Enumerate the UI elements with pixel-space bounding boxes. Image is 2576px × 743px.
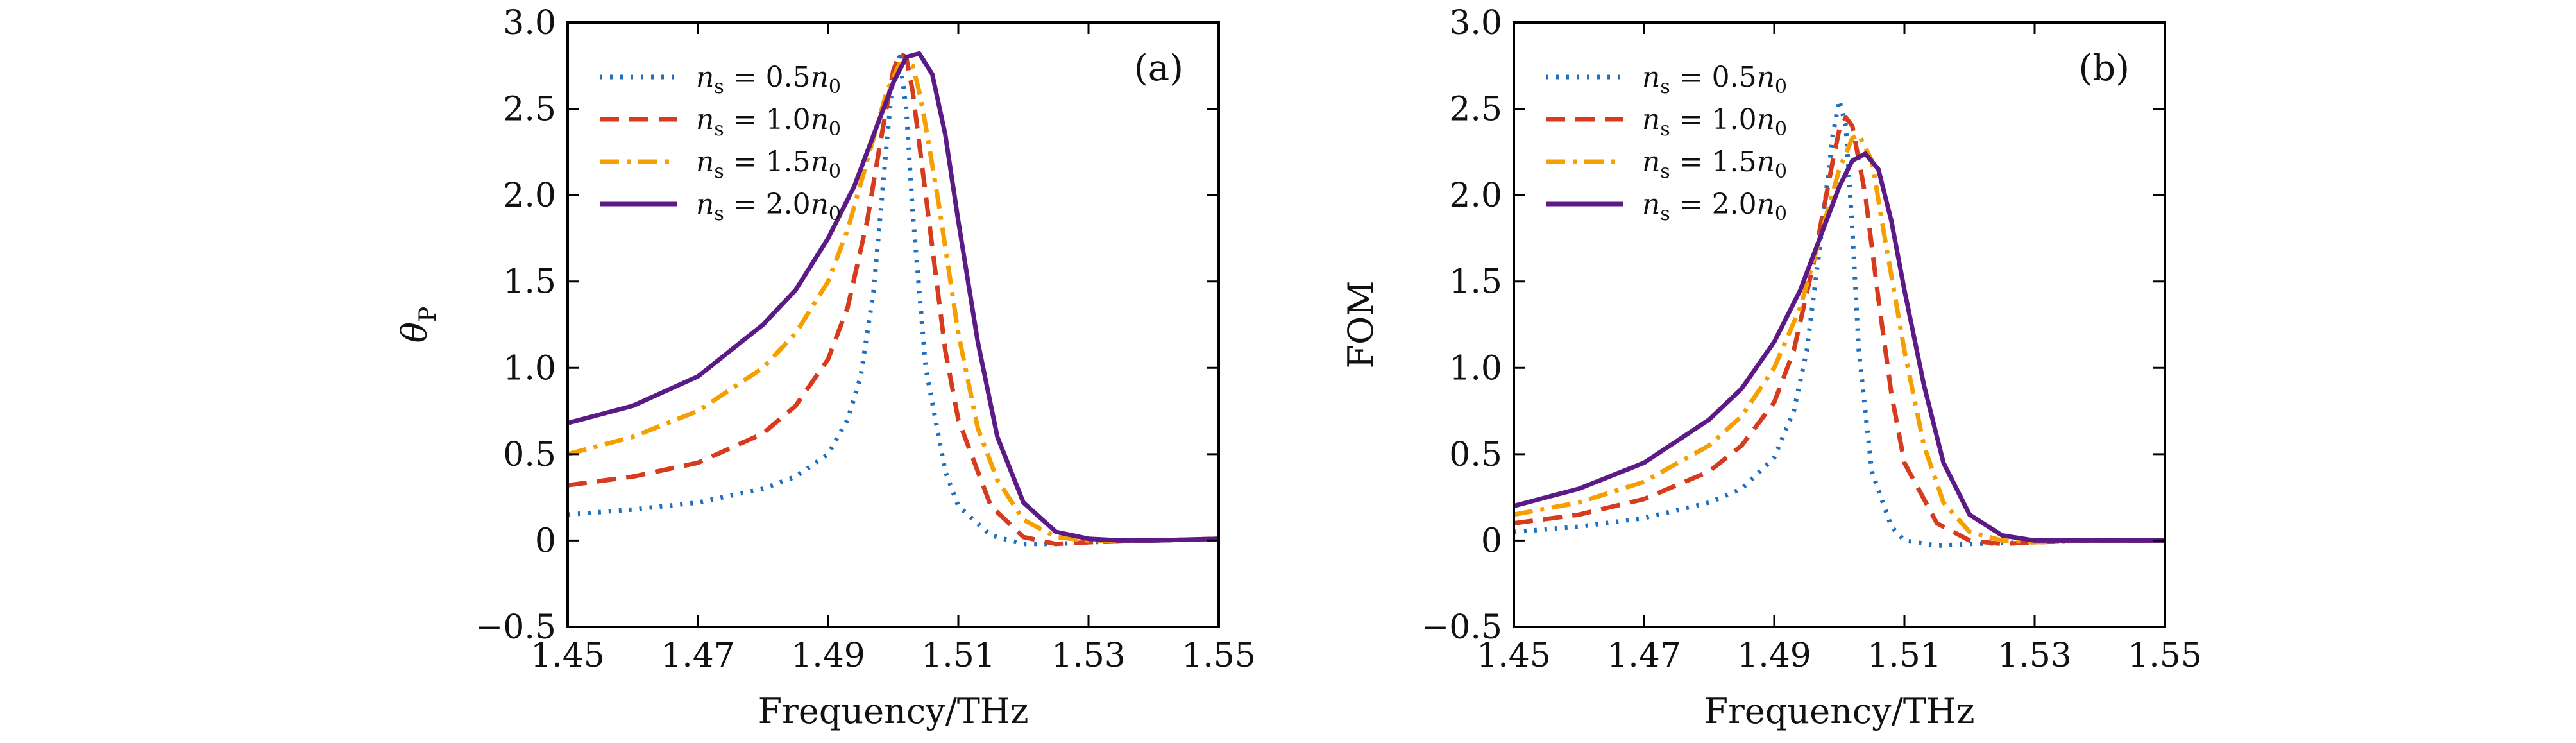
y-tick-label: 2.5 [1449,90,1502,129]
y-tick-label: −0.5 [1421,608,1502,647]
x-tick-label: 1.49 [791,636,865,675]
legend-label: ns = 2.0n0 [696,188,841,225]
plot-frame [1513,21,2166,628]
chart-panel-a: 1.45 1.47 1.49 1.51 1.53 1.55 −0.5 0 0.5 1.0 1.5 2.… [394,4,1256,731]
y-tick-label: 3.0 [503,4,556,42]
y-axis-label: θP [394,307,441,343]
x-tick-label: 1.49 [1737,636,1811,675]
y-tick-label: 0.5 [503,436,556,474]
series-line-ns-1-5 [1514,132,2165,545]
x-axis-label: Frequency/THz [1704,691,1975,731]
plot-frame [566,21,1220,628]
y-tick-label: 0 [1481,522,1502,560]
x-tick-label: 1.55 [1182,636,1256,675]
x-tick-label: 1.45 [530,636,605,675]
legend-label: ns = 0.5n0 [1642,61,1787,98]
series-line-ns-1-0 [1514,115,2165,547]
series-line-ns-2-0 [568,51,1219,543]
x-tick-label: 1.45 [1477,636,1551,675]
plot-area [1514,98,2165,548]
series-line-ns-2-0 [1514,151,2165,543]
x-tick-label: 1.51 [1867,636,1942,675]
y-tick-label: 0.5 [1449,436,1502,474]
legend-label: ns = 1.0n0 [696,103,841,141]
legend-label: ns = 2.0n0 [1642,188,1787,225]
y-tick-label: 2.0 [503,176,556,215]
x-tick-label: 1.51 [921,636,996,675]
legend-label: ns = 1.0n0 [1642,103,1787,141]
legend-label: ns = 1.5n0 [1642,146,1787,183]
series-line-ns-0-5 [568,55,1219,547]
series-line-ns-1-0 [568,51,1219,547]
y-tick-label: 2.5 [503,90,556,129]
y-axis-label: FOM [1341,280,1381,368]
y-tick-label: 1.0 [1449,349,1502,388]
x-axis-label: Frequency/THz [758,691,1029,731]
x-tick-label: 1.53 [1051,636,1126,675]
series-line-ns-1-5 [568,62,1219,543]
y-tick-label: 3.0 [1449,4,1502,42]
x-tick-label: 1.47 [1607,636,1681,675]
panel-label: (a) [1134,47,1183,89]
y-tick-label: 1.0 [503,349,556,388]
chart-panel-b: 1.45 1.47 1.49 1.51 1.53 1.55 −0.5 0 0.5 1.0 1.5 2.… [1341,4,2202,731]
x-tick-label: 1.47 [661,636,735,675]
legend-label: ns = 1.5n0 [696,146,841,183]
y-tick-label: 1.5 [503,263,556,302]
x-tick-label: 1.55 [2128,636,2202,675]
legend: ns = 0.5n0 ns = 1.0n0 ns = 1.5n0 ns = 2.0n0 [1546,61,1787,225]
series-line-ns-0-5 [1514,98,2165,548]
plot-area [568,51,1219,547]
x-tick-label: 1.53 [1997,636,2072,675]
panel-label: (b) [2078,47,2130,89]
legend: ns = 0.5n0 ns = 1.0n0 ns = 1.5n0 ns = 2.0n0 [600,61,841,225]
y-tick-label: 1.5 [1449,263,1502,302]
y-tick-label: 2.0 [1449,176,1502,215]
y-tick-label: −0.5 [475,608,556,647]
y-tick-label: 0 [535,522,556,560]
legend-label: ns = 0.5n0 [696,61,841,98]
